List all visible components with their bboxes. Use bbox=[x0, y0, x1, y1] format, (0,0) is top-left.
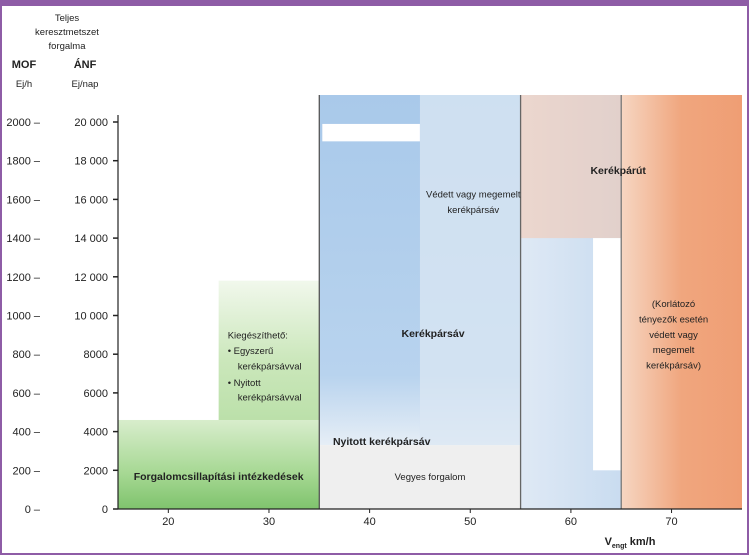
region-mixed-traffic bbox=[319, 445, 521, 509]
x-tick-label-30: 30 bbox=[263, 516, 275, 528]
label-open-1: • Nyitott bbox=[228, 378, 261, 389]
region-traffic-calming bbox=[118, 419, 320, 509]
y-tick-anf-1200: 12 000 bbox=[74, 272, 108, 284]
y-tick-mof-800: 800 – bbox=[12, 349, 40, 361]
y-tick-anf-0: 0 bbox=[102, 504, 108, 516]
facility-regions bbox=[118, 95, 742, 509]
region-gap bbox=[593, 238, 622, 471]
y-tick-mof-1400: 1400 – bbox=[6, 233, 41, 245]
region-cycle-path bbox=[621, 95, 742, 509]
header-line-1: Teljes bbox=[55, 13, 80, 24]
y-tick-mof-400: 400 – bbox=[12, 427, 40, 439]
label-cycle-lane: Kerékpársáv bbox=[401, 328, 464, 340]
frame-top-bar bbox=[0, 0, 749, 6]
label-restrict-3: védett vagy bbox=[649, 330, 698, 341]
y-tick-mof-600: 600 – bbox=[12, 388, 40, 400]
region-white-band bbox=[322, 123, 420, 142]
y-tick-anf-400: 4000 bbox=[84, 427, 108, 439]
region-dividers bbox=[318, 95, 622, 509]
region-labels: Forgalomcsillapítási intézkedések Kiegész… bbox=[134, 165, 708, 483]
label-protected-2: kerékpársáv bbox=[447, 205, 499, 216]
y-tick-anf-1600: 16 000 bbox=[74, 194, 108, 206]
label-supplementable: Kiegészíthető: bbox=[228, 331, 288, 342]
header-line-2: keresztmetszet bbox=[35, 27, 99, 38]
y-tick-mof-1800: 1800 – bbox=[6, 156, 41, 168]
label-restrict-5: kerékpársáv) bbox=[646, 361, 701, 372]
y-tick-mof-200: 200 – bbox=[12, 465, 40, 477]
x-tick-label-60: 60 bbox=[565, 516, 577, 528]
y-tick-anf-1400: 14 000 bbox=[74, 233, 108, 245]
label-open-2: kerékpársávval bbox=[238, 393, 302, 404]
label-simple-2: kerékpársávval bbox=[238, 362, 302, 373]
y-header: Teljes keresztmetszet forgalma MOF ÁNF E… bbox=[12, 13, 100, 90]
header-mof: MOF bbox=[12, 59, 37, 71]
y-tick-anf-2000: 20 000 bbox=[74, 117, 108, 129]
label-simple-1: • Egyszerű bbox=[228, 346, 274, 357]
label-restrict-2: tényezők esetén bbox=[639, 314, 708, 325]
header-mof-unit: Ej/h bbox=[16, 79, 32, 90]
y-tick-anf-1800: 18 000 bbox=[74, 156, 108, 168]
header-line-3: forgalma bbox=[49, 41, 87, 52]
header-anf: ÁNF bbox=[74, 58, 97, 71]
label-protected-1: Védett vagy megemelt bbox=[426, 189, 521, 200]
label-restrict-1: (Korlátozó bbox=[652, 299, 695, 310]
label-mixed: Vegyes forgalom bbox=[395, 472, 466, 483]
y-tick-anf-200: 2000 bbox=[84, 465, 108, 477]
label-restrict-4: megemelt bbox=[653, 345, 695, 356]
y-tick-mof-1200: 1200 – bbox=[6, 272, 41, 284]
region-cycle-path-fade bbox=[520, 95, 622, 239]
x-tick-label-50: 50 bbox=[464, 516, 476, 528]
y-tick-mof-0: 0 – bbox=[25, 504, 41, 516]
label-traffic-calming: Forgalomcsillapítási intézkedések bbox=[134, 471, 304, 483]
y-tick-mof-1600: 1600 – bbox=[6, 194, 41, 206]
label-cycle-path: Kerékpárút bbox=[590, 165, 646, 177]
y-tick-anf-1000: 10 000 bbox=[74, 311, 108, 323]
x-tick-label-70: 70 bbox=[665, 516, 677, 528]
x-tick-label-40: 40 bbox=[363, 516, 375, 528]
x-tick-labels: 20 30 40 50 60 70 bbox=[162, 509, 678, 528]
axes bbox=[117, 115, 742, 510]
y-tick-mof-2000: 2000 – bbox=[6, 117, 41, 129]
y-tick-anf-600: 6000 bbox=[84, 388, 108, 400]
x-axis-label: Vengt km/h bbox=[605, 536, 656, 550]
y-tick-labels: 0 – 0 200 – 2000 400 – 4000 600 – 6000 800 – 8000… bbox=[6, 117, 118, 516]
header-anf-unit: Ej/nap bbox=[72, 79, 99, 90]
y-tick-anf-800: 8000 bbox=[84, 349, 108, 361]
region-cycle-lane-right bbox=[419, 95, 521, 446]
label-open-lane: Nyitott kerékpársáv bbox=[333, 436, 431, 448]
y-tick-mof-1000: 1000 – bbox=[6, 311, 41, 323]
x-tick-label-20: 20 bbox=[162, 516, 174, 528]
